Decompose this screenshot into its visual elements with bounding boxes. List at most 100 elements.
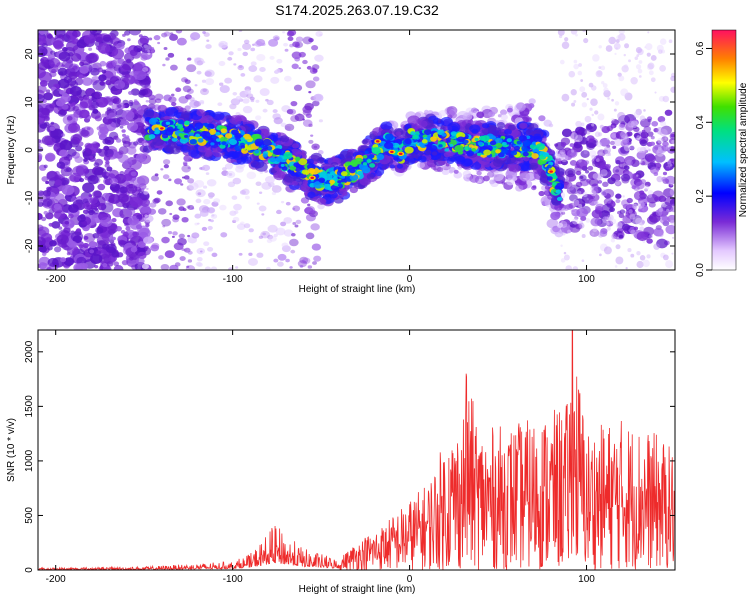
spectrogram-blob: [38, 197, 44, 203]
spectrogram-blob: [298, 67, 302, 70]
spectrogram-blob: [140, 88, 149, 95]
spectrogram-blob: [218, 82, 224, 86]
spectrogram-blob: [510, 150, 518, 156]
spectrogram-blob: [175, 146, 182, 151]
spectrogram-blob: [44, 116, 50, 121]
spectrogram-blob: [588, 171, 599, 181]
spectrogram-blob: [572, 199, 580, 207]
spectrogram-blob: [502, 141, 507, 146]
spectrogram-blob: [167, 52, 175, 58]
spectrogram-blob: [187, 166, 191, 170]
spectrogram-blob: [127, 122, 139, 132]
spectrogram-blob: [642, 240, 646, 244]
spectrogram-blob: [92, 79, 106, 91]
spectrogram-blob: [522, 151, 529, 157]
spectrogram-blob: [366, 159, 372, 163]
spectrogram-blob: [316, 157, 325, 164]
spectrogram-blob: [314, 54, 324, 62]
spectrogram-blob: [613, 167, 617, 171]
spectrogram-blob: [516, 140, 522, 145]
spectrogram-blob: [239, 190, 246, 195]
spectrogram-blob: [244, 89, 252, 95]
spectrogram-blob: [528, 103, 535, 109]
spectrogram-blob: [626, 122, 632, 128]
spectrogram-blob: [302, 119, 313, 127]
spectrogram-blob: [663, 188, 675, 198]
spectrogram-blob: [477, 152, 482, 156]
spectrogram-blob: [189, 135, 195, 140]
spectrogram-blob: [412, 134, 419, 140]
spectrogram-blob: [128, 30, 142, 36]
spectrogram-blob: [630, 120, 639, 129]
spectrogram-blob: [660, 125, 672, 135]
spectrogram-blob: [42, 252, 47, 256]
spectrogram-blob: [578, 158, 582, 163]
spectrogram-blob: [346, 155, 352, 160]
spectrogram-blob: [287, 36, 294, 42]
spectrogram-blob: [604, 150, 611, 157]
spectrogram-blob: [254, 138, 264, 146]
spectrogram-blob: [431, 151, 438, 156]
spectrogram-blob: [228, 138, 237, 146]
spectrogram-blob: [254, 129, 262, 135]
spectrogram-blob: [233, 210, 239, 215]
spectrogram-blob: [586, 137, 590, 141]
spectrogram-blob: [642, 259, 650, 268]
spectrogram-blob: [254, 149, 260, 154]
spectrogram-blob: [187, 57, 192, 61]
spectrogram-blob: [201, 79, 207, 83]
spectrogram-blob: [38, 201, 44, 207]
spectrogram-blob: [507, 124, 516, 131]
spectrogram-blob: [224, 77, 233, 84]
x-tick-label: 100: [578, 274, 595, 285]
spectrogram-blob: [639, 146, 647, 154]
spectrogram-blob: [136, 214, 143, 220]
spectrogram-blob: [636, 260, 644, 269]
spectrogram-blob: [301, 169, 309, 175]
spectrogram-blob: [500, 109, 508, 116]
spectrogram-blob: [672, 215, 675, 218]
spectrogram-blob: [609, 140, 616, 146]
spectrogram-blob: [73, 263, 84, 270]
spectrogram-blob: [655, 209, 663, 217]
spectrogram-blob: [340, 178, 346, 183]
spectrogram-blob: [476, 111, 485, 119]
spectrogram-blob: [621, 217, 627, 222]
spectrogram-blob: [618, 33, 626, 41]
spectrogram-blob: [589, 107, 593, 111]
spectrogram-blob: [450, 131, 457, 137]
spectrogram-blob: [444, 148, 449, 152]
spectrogram-blob: [660, 120, 667, 127]
spectrogram-blob: [208, 128, 217, 135]
spectrogram-blob: [312, 100, 320, 107]
spectrogram-blob: [283, 229, 294, 237]
spectrogram-blob: [250, 61, 257, 66]
spectrogram-blob: [578, 63, 582, 67]
spectrogram-blob: [236, 223, 246, 231]
spectrogram-blob: [240, 73, 246, 77]
spectrogram-blob: [69, 172, 82, 183]
spectrogram-blob: [615, 193, 622, 199]
spectrogram-blob: [183, 155, 191, 162]
spectrogram-blob: [108, 112, 117, 120]
spectrogram-blob: [294, 224, 299, 228]
spectrogram-blob: [638, 75, 642, 78]
spectrogram-blob: [139, 137, 144, 141]
spectrogram-blob: [623, 165, 630, 171]
spectrogram-blob: [624, 92, 633, 101]
spectrogram-blob: [256, 38, 266, 46]
spectrogram-blob: [496, 122, 506, 129]
spectrogram-blob: [614, 265, 618, 268]
spectrogram-blob: [98, 133, 107, 141]
spectrogram-blob: [646, 52, 651, 57]
spectrogram-blob: [291, 232, 296, 237]
spectrogram-blob: [48, 58, 61, 68]
spectrogram-blob: [172, 214, 180, 220]
spectrogram-blob: [305, 205, 316, 214]
spectrogram-blob: [204, 69, 215, 78]
spectrogram-blob: [661, 136, 669, 143]
spectrogram-blob: [96, 250, 101, 255]
spectrogram-blob: [115, 266, 122, 270]
spectrogram-blob: [92, 108, 99, 114]
spectrogram-blob: [189, 96, 195, 102]
